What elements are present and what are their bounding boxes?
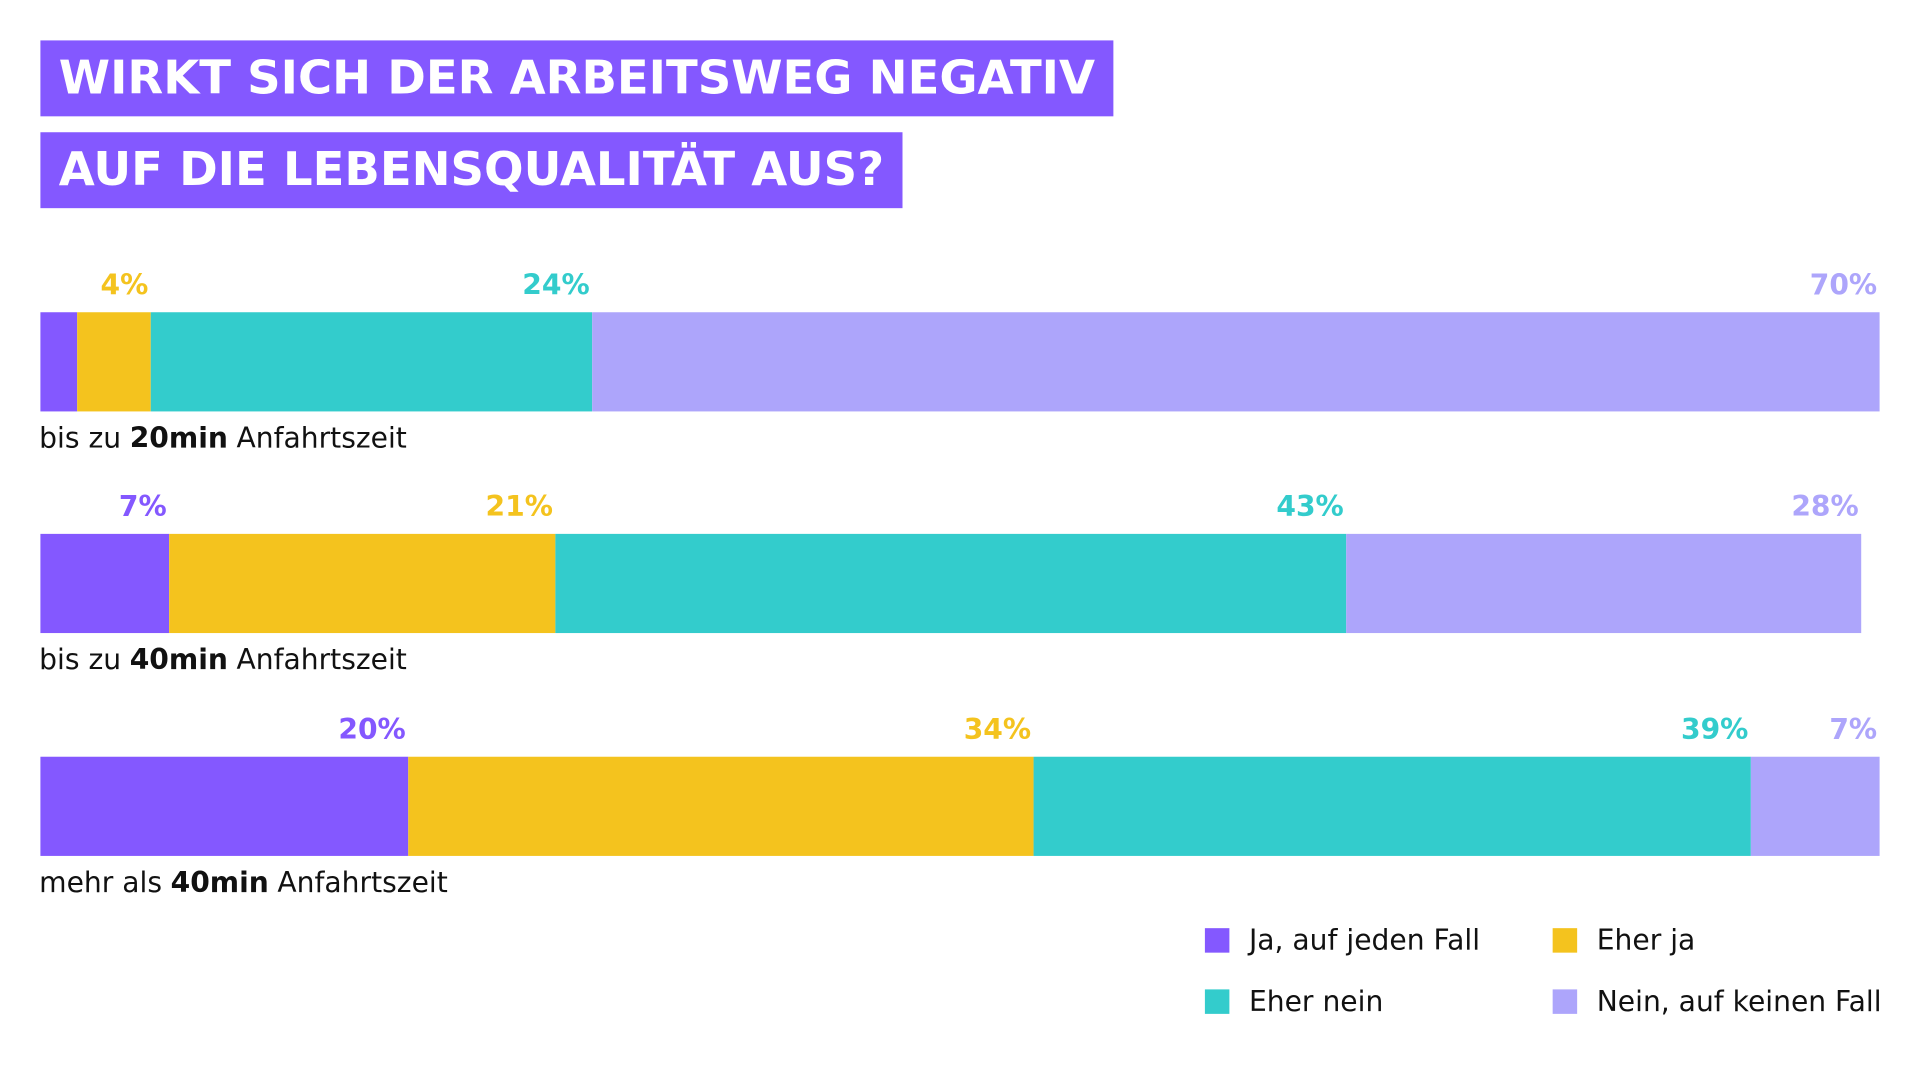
value-label: 24% (522, 269, 589, 302)
bar-segment (77, 312, 151, 412)
category-label-part: Anfahrtszeit (236, 422, 406, 455)
bar-segment (40, 533, 170, 634)
value-label: 34% (964, 713, 1031, 746)
title-box (40, 132, 903, 209)
bar-segment (1033, 756, 1751, 856)
legend-swatch (1204, 928, 1230, 953)
value-label: 21% (486, 490, 553, 523)
category-label-part: Anfahrtszeit (236, 643, 406, 676)
category-label: bis zu 20min Anfahrtszeit (39, 422, 407, 455)
title-line: AUF DIE LEBENSQUALITÄT AUS? (59, 142, 884, 196)
value-label: 4% (100, 269, 148, 302)
bar-segment (592, 312, 1880, 412)
category-label-part: 40min (130, 643, 228, 676)
legend-swatch (1204, 989, 1230, 1014)
category-label-part: 20min (130, 422, 228, 455)
category-label: mehr als 40min Anfahrtszeit (39, 866, 448, 899)
value-label: 43% (1276, 490, 1343, 523)
title-line: WIRKT SICH DER ARBEITSWEG NEGATIV (59, 50, 1095, 104)
bar-segment (40, 756, 409, 856)
value-label: 70% (1810, 269, 1877, 302)
title-box (40, 40, 1114, 117)
value-label: 7% (1829, 713, 1877, 746)
legend-label: Ja, auf jeden Fall (1247, 924, 1480, 957)
bar-segment (1750, 756, 1880, 856)
bar-segment (555, 533, 1347, 634)
category-label-part: Anfahrtszeit (277, 866, 447, 899)
bar-segment (408, 756, 1034, 856)
value-label: 20% (338, 713, 405, 746)
value-label: 28% (1791, 490, 1858, 523)
category-label-part: bis zu (39, 643, 121, 676)
category-label: bis zu 40min Anfahrtszeit (39, 643, 407, 676)
legend-label: Nein, auf keinen Fall (1597, 985, 1882, 1018)
bar-segment (169, 533, 556, 634)
title-block: WIRKT SICH DER ARBEITSWEG NEGATIV AUF DIE… (40, 40, 1114, 209)
bar-segment (1346, 533, 1862, 634)
legend-swatch (1552, 928, 1578, 953)
value-label: 39% (1681, 713, 1748, 746)
legend-label: Eher ja (1597, 924, 1696, 957)
bar-segment (150, 312, 593, 412)
category-label-part: 40min (171, 866, 269, 899)
legend-label: Eher nein (1249, 985, 1383, 1018)
category-label-part: bis zu (39, 422, 121, 455)
value-label: 7% (119, 490, 167, 523)
legend-swatch (1552, 989, 1578, 1014)
category-label-part: mehr als (39, 866, 162, 899)
bar-segment (40, 312, 78, 412)
